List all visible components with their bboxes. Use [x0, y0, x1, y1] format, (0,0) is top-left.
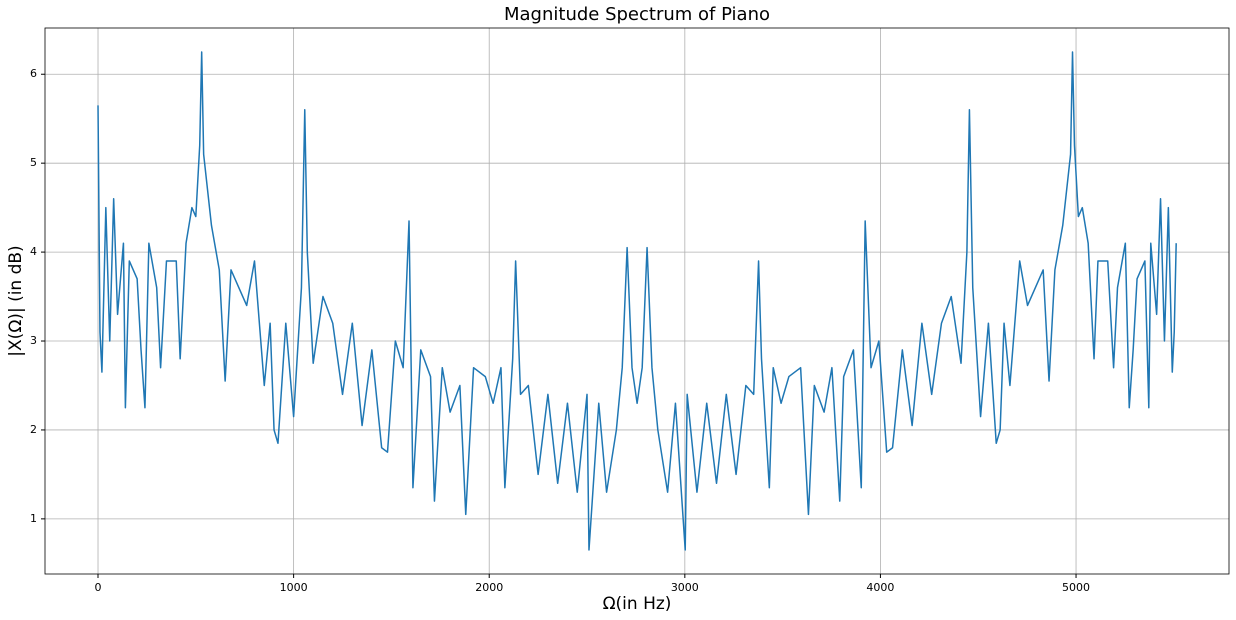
y-tick-label: 3 [30, 334, 37, 347]
y-tick-label: 6 [30, 67, 37, 80]
x-tick-label: 0 [95, 581, 102, 594]
x-tick-label: 2000 [475, 581, 503, 594]
x-tick-label: 4000 [866, 581, 894, 594]
x-axis-label: Ω(in Hz) [603, 594, 672, 614]
x-tick-label: 1000 [280, 581, 308, 594]
x-tick-label: 5000 [1062, 581, 1090, 594]
data-line [97, 51, 1177, 551]
y-tick-label: 4 [30, 245, 37, 258]
chart-title: Magnitude Spectrum of Piano [504, 4, 770, 25]
y-axis-label: |X(Ω)| (in dB) [6, 245, 26, 356]
y-tick-label: 5 [30, 156, 37, 169]
x-tick-label: 3000 [671, 581, 699, 594]
plot-frame [44, 27, 1230, 575]
y-tick-label: 2 [30, 423, 37, 436]
y-tick-label: 1 [30, 512, 37, 525]
